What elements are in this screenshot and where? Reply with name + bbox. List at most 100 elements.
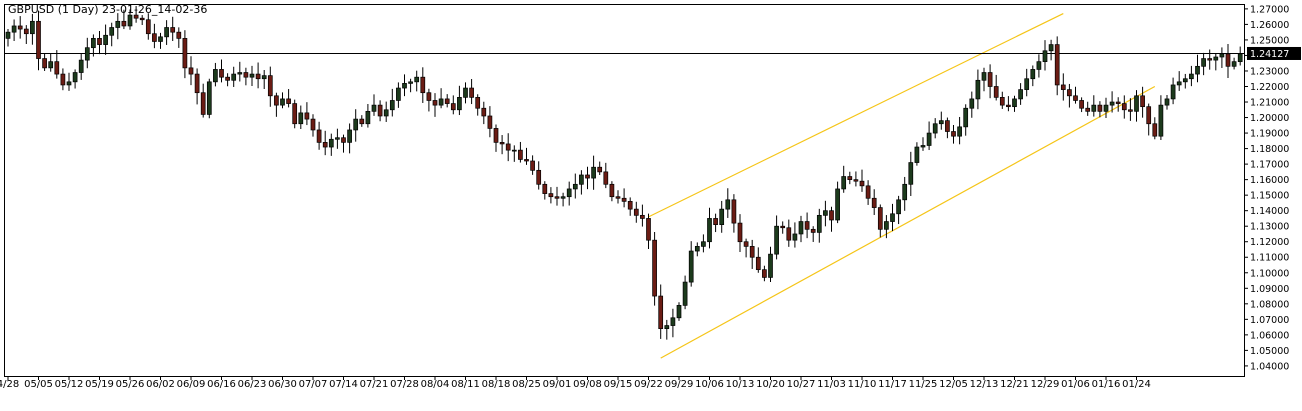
y-tick-label: 1.19000 <box>1250 129 1289 140</box>
candle <box>676 302 682 321</box>
candle-body <box>66 81 72 86</box>
y-tick-label: 1.04000 <box>1250 361 1289 372</box>
candle-body <box>1237 53 1243 63</box>
candle-body <box>579 174 584 185</box>
candle <box>457 85 462 116</box>
candle-body <box>249 73 255 78</box>
candle-body <box>1201 58 1206 67</box>
candle <box>402 74 407 97</box>
y-axis: 1.270001.260001.250001.240001.230001.220… <box>1244 4 1289 372</box>
current-price-label: 1.24127 <box>1250 49 1289 60</box>
candle <box>42 53 47 71</box>
x-tick-label: 12/13 <box>970 379 999 390</box>
candle-body <box>127 14 133 27</box>
candle-body <box>396 87 401 101</box>
candle-body <box>481 107 487 117</box>
candle <box>243 67 249 86</box>
candle <box>176 27 182 48</box>
candle <box>786 219 792 247</box>
y-tick-label: 1.18000 <box>1250 144 1289 155</box>
candle-body <box>444 98 450 104</box>
candle-body <box>908 162 914 185</box>
candle <box>1237 46 1243 66</box>
x-tick-label: 11/03 <box>817 379 846 390</box>
candle <box>170 16 176 42</box>
candle-body <box>97 38 102 45</box>
x-tick-label: 08/04 <box>421 379 450 390</box>
candle <box>621 188 627 208</box>
candle-body <box>164 27 169 38</box>
y-tick-label: 1.14000 <box>1250 206 1289 217</box>
candle <box>1024 68 1030 97</box>
candle <box>91 34 96 57</box>
candle <box>536 161 542 190</box>
candle-body <box>304 112 310 120</box>
candle-body <box>286 98 291 104</box>
candle <box>780 221 786 234</box>
candle <box>11 19 17 42</box>
candle-body <box>109 27 115 36</box>
candle-body <box>999 97 1005 106</box>
candle-body <box>1030 69 1036 80</box>
candle <box>1067 83 1072 108</box>
x-tick-label: 05/26 <box>116 379 145 390</box>
candle <box>274 92 279 117</box>
candle-body <box>158 36 163 42</box>
candle <box>237 61 243 82</box>
candle-body <box>603 171 609 185</box>
candle <box>66 72 72 91</box>
candle <box>145 13 151 40</box>
candle-body <box>786 227 792 241</box>
candle <box>591 155 596 190</box>
candle-body <box>743 241 749 247</box>
candle <box>1036 54 1042 78</box>
x-tick-label: 12/29 <box>1031 379 1060 390</box>
x-axis: 4/2805/0505/1205/1905/2606/0206/0906/160… <box>0 376 1151 390</box>
current-price-tag: 1.24127 <box>1247 46 1301 60</box>
candle <box>335 128 340 149</box>
candle <box>347 123 352 154</box>
candle <box>280 92 285 109</box>
candle-body <box>810 228 816 233</box>
candle <box>225 73 230 87</box>
candle-body <box>1182 78 1188 83</box>
candle <box>694 242 700 257</box>
candle-body <box>847 176 853 180</box>
candle <box>884 215 889 239</box>
candle <box>945 117 950 139</box>
candle-body <box>804 221 810 230</box>
candle <box>999 91 1005 109</box>
candle <box>36 10 41 71</box>
candle <box>1158 95 1164 140</box>
candle <box>688 241 694 287</box>
candle-body <box>408 81 413 84</box>
candle <box>932 118 938 139</box>
x-tick-label: 05/19 <box>85 379 114 390</box>
candle <box>755 247 761 273</box>
candle <box>164 20 169 45</box>
candle-body <box>11 25 17 33</box>
candle <box>530 155 535 175</box>
candle-body <box>536 169 542 185</box>
candle-body <box>701 241 706 247</box>
candle-body <box>438 98 444 106</box>
candle-body <box>1012 98 1017 108</box>
candle-body <box>755 256 761 271</box>
candle <box>664 319 670 340</box>
x-tick-label: 06/30 <box>268 379 297 390</box>
candle-body <box>450 103 456 111</box>
x-tick-label: 01/16 <box>1092 379 1121 390</box>
candle <box>981 67 987 92</box>
candle-body <box>835 188 840 221</box>
candle <box>310 114 316 137</box>
x-tick-label: 05/12 <box>55 379 84 390</box>
candle-body <box>188 67 194 75</box>
candle <box>579 170 584 195</box>
candle <box>1012 95 1017 112</box>
candle-body <box>524 159 529 162</box>
candle <box>859 169 865 192</box>
candle <box>652 231 657 306</box>
candle <box>524 147 529 165</box>
candle-body <box>646 218 651 241</box>
